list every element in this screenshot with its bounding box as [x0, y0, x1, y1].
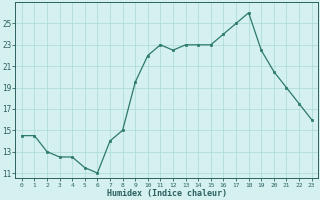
X-axis label: Humidex (Indice chaleur): Humidex (Indice chaleur)	[107, 189, 227, 198]
